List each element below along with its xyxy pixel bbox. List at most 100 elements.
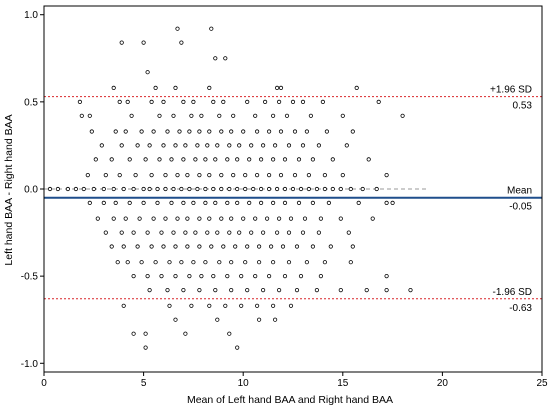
- data-point: [205, 143, 210, 148]
- data-point: [173, 244, 178, 249]
- data-point: [322, 260, 327, 265]
- data-point: [95, 216, 100, 221]
- data-point: [366, 157, 371, 162]
- data-point: [316, 230, 321, 235]
- data-point: [141, 40, 146, 45]
- data-point: [211, 186, 216, 192]
- data-point: [314, 287, 319, 293]
- data-point: [65, 186, 71, 192]
- data-point: [137, 216, 142, 221]
- data-point: [173, 85, 178, 91]
- data-point: [300, 143, 306, 148]
- data-point: [258, 157, 264, 162]
- data-point: [187, 129, 192, 134]
- data-point: [113, 200, 118, 205]
- data-point: [292, 173, 298, 178]
- data-point: [173, 317, 178, 322]
- data-point: [322, 186, 327, 192]
- data-point: [109, 244, 114, 249]
- data-point: [338, 186, 343, 192]
- data-point: [173, 273, 178, 279]
- data-point: [159, 230, 164, 235]
- data-point: [266, 186, 272, 192]
- data-point: [179, 40, 184, 45]
- data-point: [155, 200, 160, 205]
- data-point: [270, 303, 276, 308]
- data-point: [169, 200, 174, 205]
- data-point: [143, 157, 148, 162]
- data-point: [135, 244, 140, 249]
- data-point: [288, 303, 294, 308]
- data-point: [229, 129, 234, 134]
- data-point: [123, 216, 128, 221]
- data-point: [163, 173, 168, 178]
- data-point: [175, 216, 180, 221]
- data-point: [145, 273, 150, 279]
- data-point: [139, 129, 144, 134]
- x-tick-label: 10: [238, 378, 250, 389]
- data-point: [286, 143, 292, 148]
- data-point: [185, 173, 190, 178]
- data-point: [296, 157, 302, 162]
- data-point: [117, 173, 122, 178]
- data-point: [209, 244, 214, 249]
- data-point: [227, 143, 232, 148]
- data-point: [270, 200, 276, 205]
- data-point: [161, 143, 166, 148]
- data-point: [215, 317, 220, 322]
- data-point: [237, 230, 242, 235]
- data-point: [330, 157, 335, 162]
- data-point: [256, 244, 262, 249]
- data-point: [292, 129, 298, 134]
- data-point: [260, 143, 266, 148]
- data-point: [213, 287, 218, 293]
- data-point: [225, 200, 230, 205]
- data-point: [161, 244, 166, 249]
- data-point: [286, 230, 292, 235]
- data-point: [197, 129, 202, 134]
- data-point: [239, 303, 244, 308]
- data-point: [119, 143, 124, 148]
- data-point: [233, 244, 238, 249]
- data-point: [298, 273, 304, 279]
- data-point: [197, 173, 202, 178]
- data-point: [243, 173, 248, 178]
- data-point: [231, 173, 236, 178]
- data-point: [149, 244, 154, 249]
- data-point: [318, 273, 323, 279]
- data-point: [296, 200, 302, 205]
- data-point: [384, 173, 389, 178]
- data-point: [215, 143, 220, 148]
- data-point: [153, 85, 158, 91]
- data-point: [350, 244, 355, 249]
- data-point: [282, 157, 288, 162]
- data-point: [268, 244, 274, 249]
- data-point: [55, 186, 61, 192]
- data-point: [149, 99, 154, 105]
- data-point: [143, 331, 148, 336]
- y-tick-label: -1.0: [21, 359, 39, 370]
- data-point: [294, 244, 300, 249]
- data-point: [87, 113, 92, 118]
- x-tick-label: 20: [437, 378, 449, 389]
- data-point: [147, 287, 152, 293]
- data-point: [219, 216, 224, 221]
- data-point: [270, 260, 276, 265]
- data-point: [225, 157, 230, 162]
- data-point: [306, 173, 311, 178]
- data-point: [274, 230, 280, 235]
- upper-loa-label: +1.96 SD: [490, 85, 532, 96]
- data-point: [89, 129, 94, 134]
- upper-loa-value: 0.53: [513, 101, 533, 112]
- data-point: [151, 129, 156, 134]
- data-point: [131, 230, 136, 235]
- data-points: [47, 26, 413, 350]
- data-point: [253, 113, 258, 118]
- data-point: [181, 157, 186, 162]
- data-point: [177, 129, 182, 134]
- data-point: [310, 157, 315, 162]
- data-point: [255, 173, 260, 178]
- y-tick-label: 0.0: [24, 185, 38, 196]
- data-point: [314, 186, 319, 192]
- data-point: [189, 113, 194, 118]
